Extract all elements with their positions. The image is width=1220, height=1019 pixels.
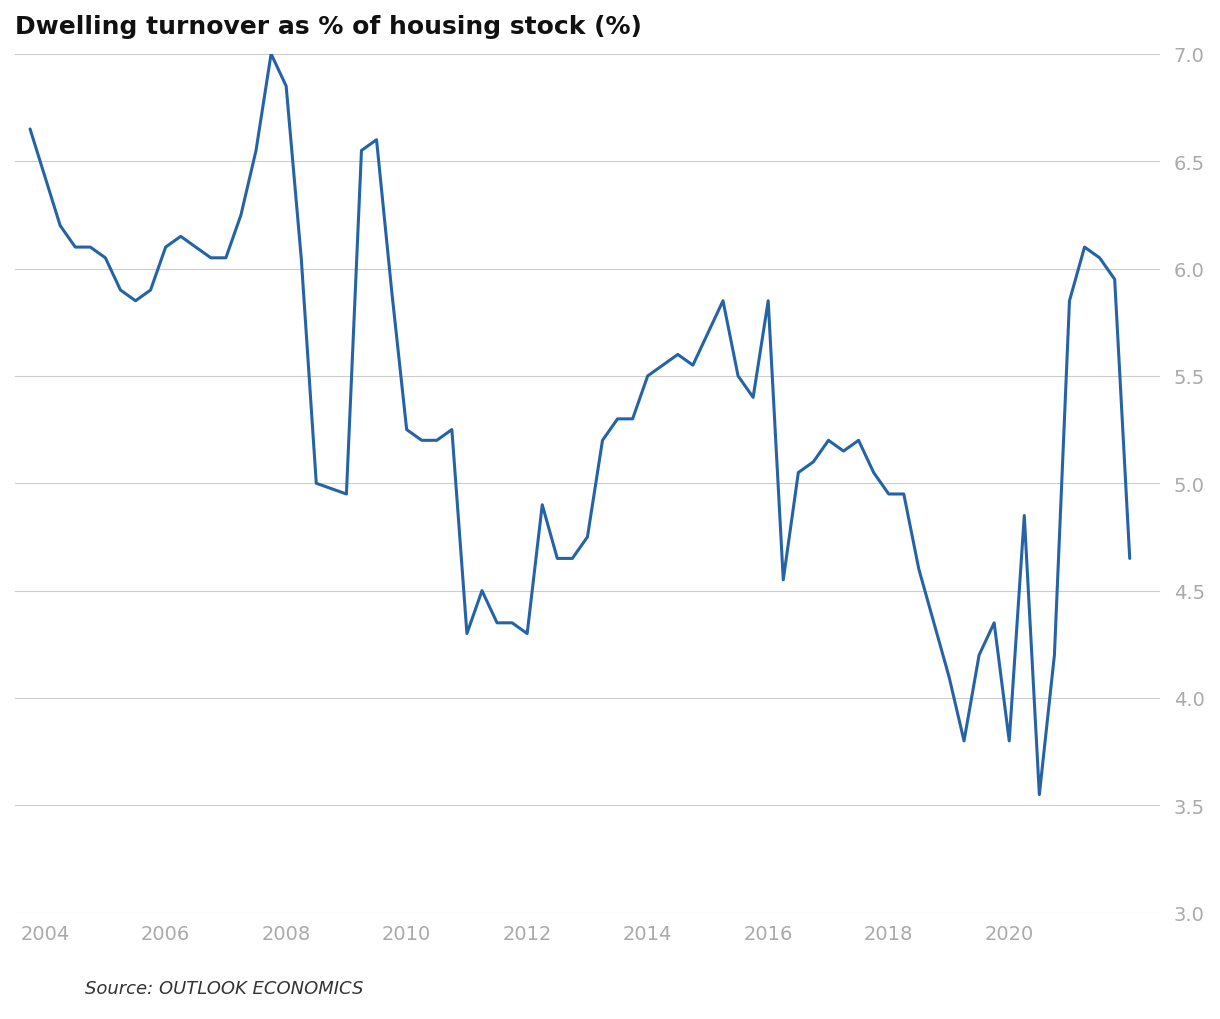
Text: Dwelling turnover as % of housing stock (%): Dwelling turnover as % of housing stock … [15,15,642,39]
Text: Source: OUTLOOK ECONOMICS: Source: OUTLOOK ECONOMICS [85,979,364,998]
